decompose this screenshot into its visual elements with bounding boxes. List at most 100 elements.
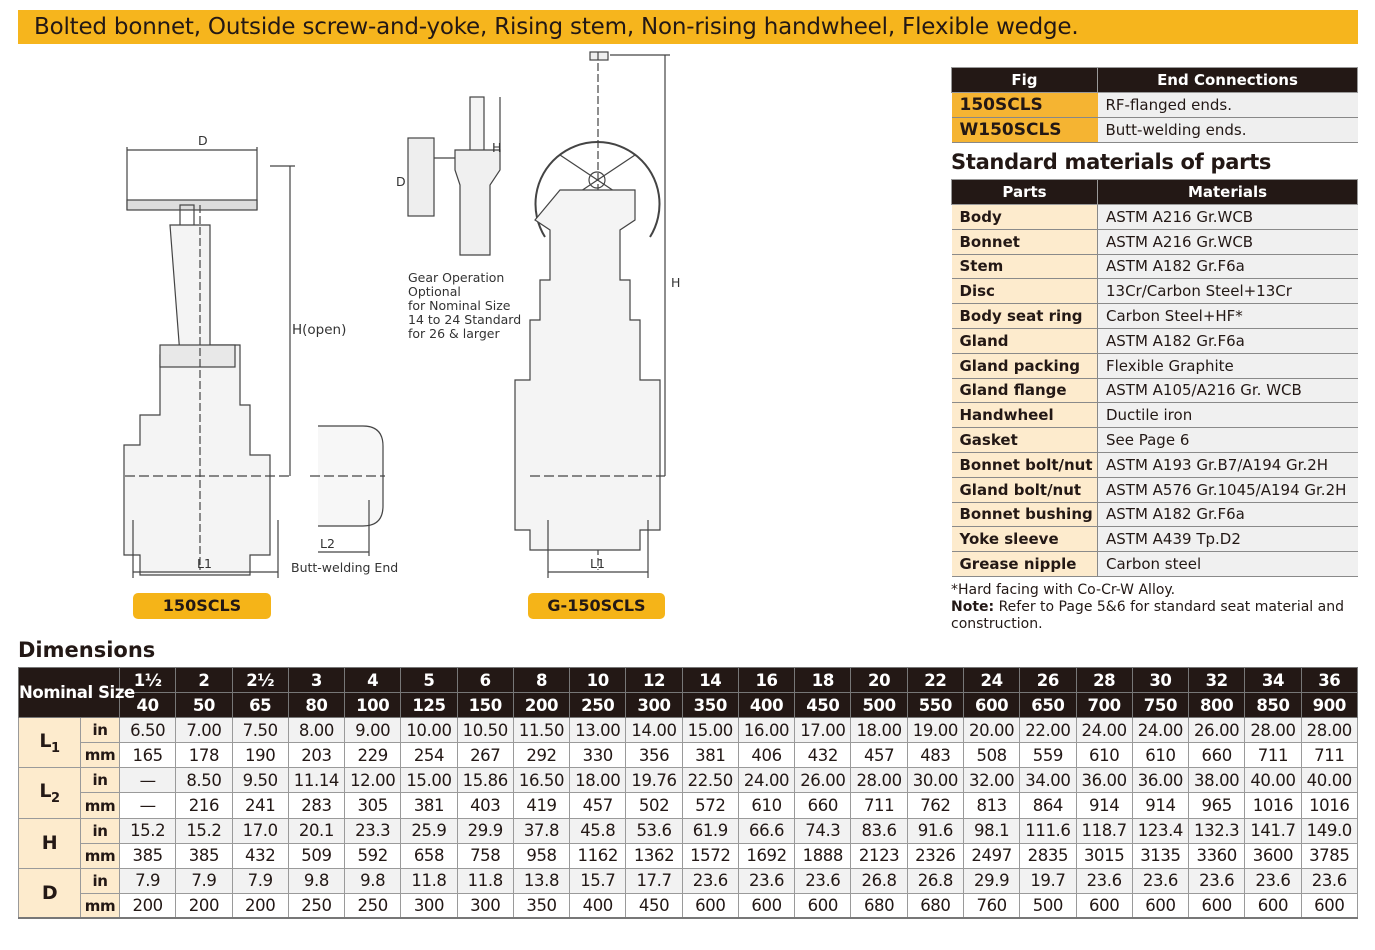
part-name: Body [951, 204, 1098, 230]
dimension-value: 381 [681, 742, 739, 769]
table-row: Yoke sleeve ASTM A439 Tp.D2 [951, 526, 1358, 553]
dimension-value: 38.00 [1188, 767, 1246, 794]
dimension-value: 118.7 [1075, 817, 1133, 844]
note-text: Refer to Page 5&6 for standard seat mate… [951, 599, 1344, 632]
dimension-value: 28.00 [1300, 717, 1359, 744]
dimension-value: 658 [400, 842, 458, 869]
dimension-value: 292 [512, 742, 571, 769]
note-line: Gear Operation [408, 270, 505, 285]
dimension-value: 123.4 [1131, 817, 1190, 844]
dimension-value: 403 [456, 792, 514, 819]
dimension-value: 592 [344, 842, 402, 869]
dimension-value: 141.7 [1244, 817, 1302, 844]
dimension-value: 11.8 [456, 867, 514, 894]
dimension-value: 11.50 [512, 717, 571, 744]
dimension-value: 9.50 [231, 767, 289, 794]
nominal-size-label: Nominal Size [18, 666, 135, 719]
valve-g150scls-drawing [514, 51, 670, 578]
size-mm: 900 [1300, 692, 1359, 719]
note-line: for Nominal Size [408, 298, 511, 313]
dimension-value: 711 [1300, 742, 1359, 769]
dimension-value: 330 [569, 742, 627, 769]
end-connection: RF-flanged ends. [1097, 92, 1358, 118]
dimension-value: 914 [1075, 792, 1133, 819]
size-mm: 800 [1188, 692, 1246, 719]
size-inch: 6 [456, 666, 514, 694]
dimension-value: 13.00 [569, 717, 627, 744]
dimension-value: 1162 [569, 842, 627, 869]
dimension-value: 15.86 [456, 767, 514, 794]
material-value: Ductile iron [1097, 402, 1358, 429]
size-mm: 750 [1131, 692, 1190, 719]
dimension-value: 10.50 [456, 717, 514, 744]
table-row: Gasket See Page 6 [951, 427, 1358, 453]
size-inch: 20 [850, 666, 908, 694]
dimension-value: 61.9 [681, 817, 739, 844]
dimension-value: 600 [737, 892, 796, 919]
dimension-value: 450 [625, 892, 683, 919]
part-name: Gland [951, 328, 1098, 354]
dimension-value: 23.6 [737, 867, 796, 894]
dimension-value: 24.00 [737, 767, 796, 794]
table-row: Grease nipple Carbon steel [951, 551, 1358, 577]
size-inch: 2 [175, 666, 233, 694]
dimension-label: H [18, 817, 81, 869]
unit-label: mm [80, 742, 120, 769]
note-line: 14 to 24 Standard [408, 312, 522, 327]
dimension-value: 17.0 [231, 817, 289, 844]
table-row: Body seat ring Carbon Steel+HF* [951, 303, 1358, 329]
fig-badge-150scls: 150SCLS [133, 593, 271, 619]
table-row: L2 in —8.50 9.50 11.14 12.00 15.00 15.86 16.50 18… [18, 767, 1359, 819]
size-mm: 125 [400, 692, 458, 719]
dimension-value: 17.7 [625, 867, 683, 894]
dimension-value: 762 [906, 792, 964, 819]
dim-label-h: H [671, 275, 681, 290]
dim-label-l1-gear: L1 [590, 556, 605, 571]
dimension-value: 660 [794, 792, 852, 819]
header-parts: Parts [951, 179, 1098, 205]
header-end-connections: End Connections [1097, 67, 1358, 93]
size-mm: 350 [681, 692, 739, 719]
dimension-value: 457 [569, 792, 627, 819]
gear-operation-note: Gear Operation Optional for Nominal Size… [408, 271, 521, 341]
dimension-value: 216 [175, 792, 233, 819]
dimension-value: 19.76 [625, 767, 683, 794]
dimension-value: 381 [400, 792, 458, 819]
fig-badge-g150scls: G-150SCLS [528, 593, 665, 619]
dimension-value: 300 [456, 892, 514, 919]
size-inch: 2½ [231, 666, 289, 694]
butt-welding-end-label: Butt-welding End [291, 560, 399, 575]
dimension-value: 229 [344, 742, 402, 769]
material-value: 13Cr/Carbon Steel+13Cr [1097, 278, 1358, 305]
dimension-value: 23.6 [1131, 867, 1190, 894]
dimension-value: 600 [1075, 892, 1133, 919]
dimension-value: 26.8 [850, 867, 908, 894]
material-value: ASTM A105/A216 Gr. WCB [1097, 378, 1358, 404]
material-value: ASTM A216 Gr.WCB [1097, 229, 1358, 255]
dimension-value: 254 [400, 742, 458, 769]
dimension-value: 91.6 [906, 817, 964, 844]
table-row: Gland packing Flexible Graphite [951, 353, 1358, 379]
dimension-value: 559 [1019, 742, 1077, 769]
dimension-value: 23.6 [681, 867, 739, 894]
part-name: Yoke sleeve [951, 526, 1098, 553]
dim-label-h-open: H(open) [292, 322, 347, 338]
size-inch: 24 [962, 666, 1021, 694]
dimension-value: 500 [1019, 892, 1077, 919]
dimension-value: 914 [1131, 792, 1190, 819]
table-row: mm 165 178 190 203 229 254 267 292 330 356 381 406 43… [19, 742, 1359, 769]
dimension-value: 432 [231, 842, 289, 869]
dimension-value: 18.00 [850, 717, 908, 744]
dimension-value: 1888 [794, 842, 852, 869]
dimension-value: 758 [456, 842, 514, 869]
dimension-value: 200 [231, 892, 289, 919]
note-label: Note: [951, 599, 995, 615]
dimension-value: 26.00 [794, 767, 852, 794]
dimension-value: 19.00 [906, 717, 964, 744]
dimension-value: 502 [625, 792, 683, 819]
dimension-label: L2 [18, 767, 81, 819]
table-row: Bonnet ASTM A216 Gr.WCB [951, 229, 1358, 255]
material-value: ASTM A182 Gr.F6a [1097, 328, 1358, 354]
